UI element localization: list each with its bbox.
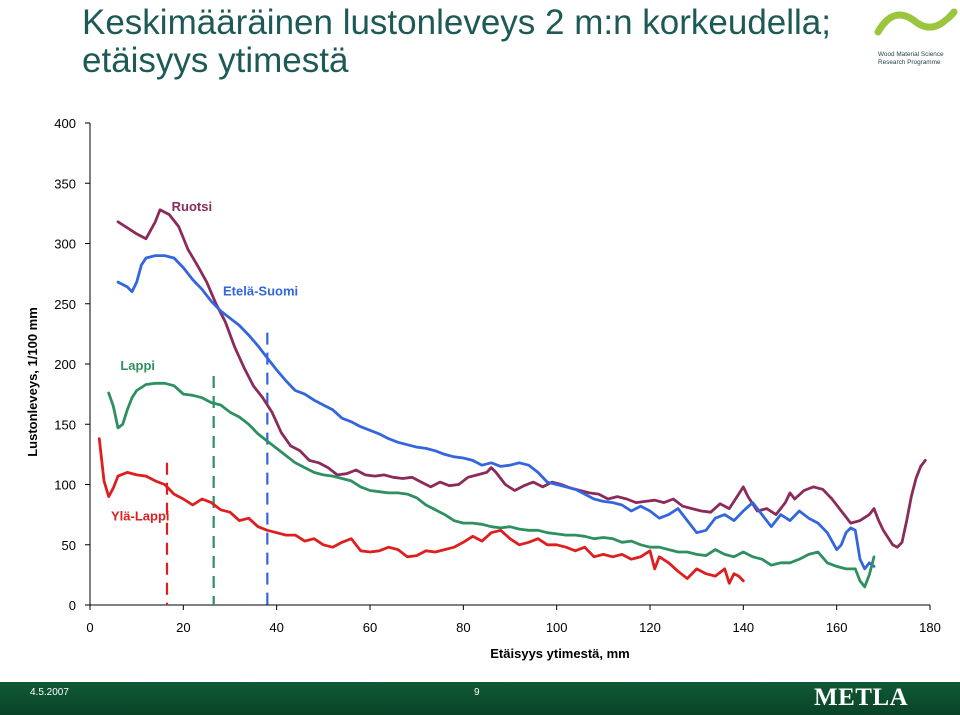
footer-date: 4.5.2007	[30, 687, 69, 698]
wood-material-science-logo: Wood Material Science Research Programme	[874, 8, 958, 66]
y-axis-title: Lustonleveys, 1/100 mm	[25, 307, 40, 457]
logo-text-line-1: Wood Material Science	[878, 51, 944, 58]
logo-swoosh-inner-icon	[885, 21, 951, 34]
x-tick-label: 20	[176, 620, 190, 635]
y-tick-label: 400	[54, 116, 76, 131]
logo-swoosh-icon	[874, 8, 958, 36]
page-title: Keskimääräinen lustonleveys 2 m:n korkeu…	[82, 4, 831, 80]
chart-axes: 0 50 100 150 200 250 300 350 400 0 20 40 60 80 100 120 1…	[25, 116, 941, 661]
vertical-markers	[165, 332, 269, 605]
series-label: Lappi	[120, 358, 155, 373]
x-tick-label: 180	[919, 620, 941, 635]
footer-page-number: 9	[474, 687, 480, 698]
title-line-2: etäisyys ytimestä	[82, 41, 349, 80]
series-labels: Ruotsi Etelä-Suomi Lappi Ylä-Lappi	[111, 199, 298, 524]
footer-bar: 4.5.2007 9 METLA	[0, 682, 960, 715]
x-axis-title: Etäisyys ytimestä, mm	[490, 646, 629, 661]
y-tick-label: 100	[54, 478, 76, 493]
x-tick-label: 80	[456, 620, 470, 635]
footer-brand-logo: METLA	[814, 684, 909, 711]
y-tick-label: 150	[54, 417, 76, 432]
y-tick-label: 300	[54, 237, 76, 252]
line-chart: 0 50 100 150 200 250 300 350 400 0 20 40 60 80 100 120 1…	[25, 116, 941, 661]
y-tick-label: 350	[54, 176, 76, 191]
x-tick-label: 160	[826, 620, 848, 635]
x-tick-label: 100	[546, 620, 568, 635]
series-line	[116, 208, 927, 549]
y-tick-label: 0	[69, 598, 76, 613]
y-tick-label: 250	[54, 297, 76, 312]
title-line-1: Keskimääräinen lustonleveys 2 m:n korkeu…	[82, 3, 831, 42]
series-lines	[97, 208, 927, 589]
x-tick-label: 120	[639, 620, 661, 635]
x-tick-label: 140	[732, 620, 754, 635]
series-label: Ylä-Lappi	[111, 509, 170, 524]
y-tick-label: 50	[62, 538, 76, 553]
x-tick-label: 40	[269, 620, 283, 635]
x-tick-label: 0	[86, 620, 93, 635]
series-label: Ruotsi	[172, 199, 212, 214]
y-tick-label: 200	[54, 357, 76, 372]
x-tick-label: 60	[363, 620, 377, 635]
series-line	[97, 437, 745, 585]
series-line	[107, 381, 876, 589]
series-label: Etelä-Suomi	[223, 283, 298, 298]
logo-text-line-2: Research Programme	[878, 59, 941, 66]
series-line	[116, 254, 876, 571]
